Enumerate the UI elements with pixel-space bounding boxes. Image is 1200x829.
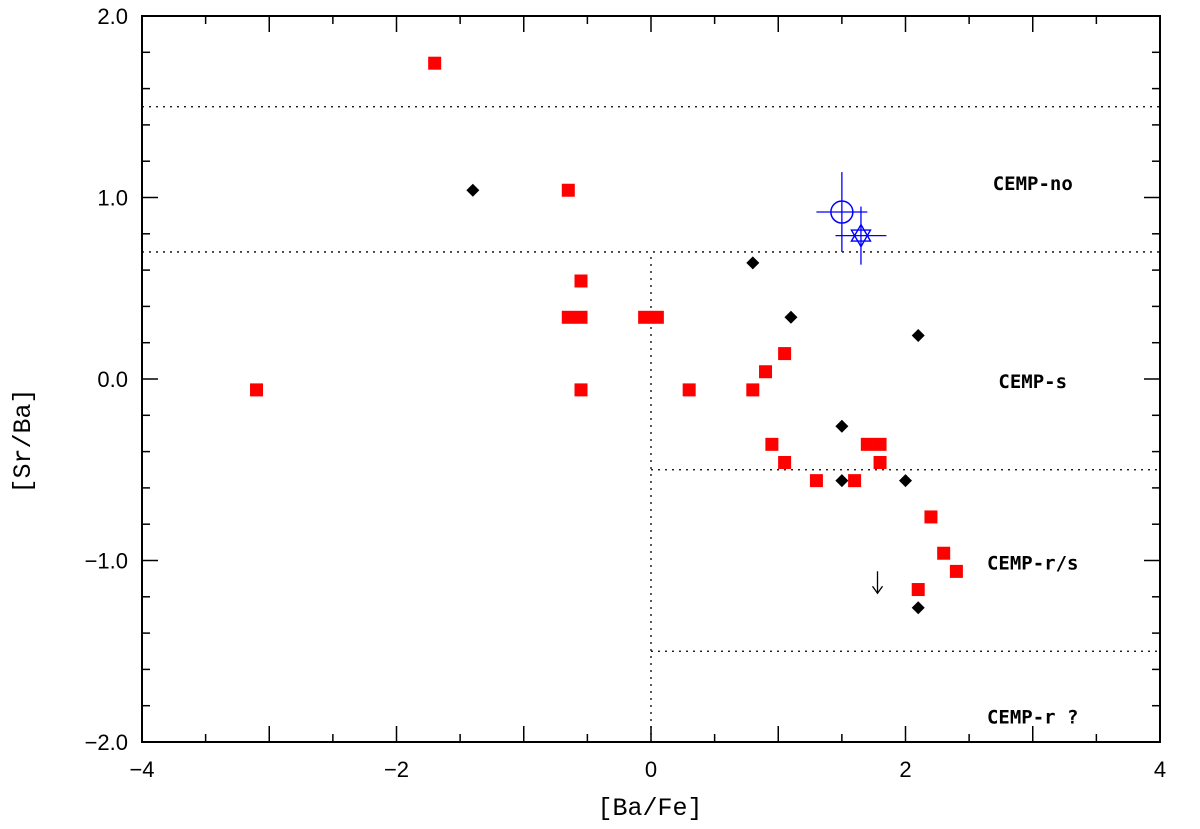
guide-lines — [142, 106, 1160, 742]
y-tick-label: −1.0 — [85, 549, 128, 574]
y-tick-label: 0.0 — [97, 367, 128, 392]
y-axis-label: [Sr/Ba] — [9, 388, 38, 493]
black-diamond-point — [466, 183, 480, 197]
region-label: CEMP-no — [993, 173, 1073, 195]
red-square-point — [561, 183, 575, 197]
region-label: CEMP-r/s — [987, 552, 1079, 574]
red-square-point — [937, 546, 951, 560]
blue-circle-point — [830, 200, 854, 224]
region-labels: CEMP-no CEMP-s CEMP-r/s CEMP-r ? — [987, 173, 1079, 729]
red-square-point — [809, 474, 823, 488]
x-tick-label: −2 — [384, 757, 409, 782]
red-square-point — [682, 383, 696, 397]
x-tick-label: 4 — [1154, 757, 1166, 782]
red-square-point — [778, 455, 792, 469]
black-diamond-point — [746, 256, 760, 270]
red-square-point — [650, 310, 664, 324]
black-diamond-point — [784, 310, 798, 324]
y-tick-label: 2.0 — [97, 4, 128, 29]
region-label: CEMP-s — [998, 371, 1067, 393]
y-tick-label: 1.0 — [97, 186, 128, 211]
black-diamond-point — [899, 474, 912, 488]
axis-labels: [Ba/Fe] [Sr/Ba] — [9, 388, 703, 823]
red-square-point — [911, 583, 925, 597]
region-label: CEMP-r ? — [987, 707, 1079, 729]
red-square-point — [778, 347, 792, 361]
red-square-point — [873, 437, 887, 451]
black-diamond-point — [835, 419, 849, 433]
red-square-point — [574, 310, 588, 324]
red-square-point — [759, 365, 773, 379]
blue-star-point-down — [850, 229, 872, 248]
x-tick-label: 2 — [899, 757, 911, 782]
y-tick-label: −2.0 — [85, 730, 128, 755]
red-square-point — [873, 455, 887, 469]
red-square-point — [638, 310, 652, 324]
red-square-point — [574, 274, 588, 288]
x-tick-label: −4 — [129, 757, 154, 782]
black-diamond-point — [911, 328, 925, 342]
black-diamond-point — [835, 474, 849, 488]
red-square-point — [848, 474, 862, 488]
red-square-point — [574, 383, 588, 397]
red-square-point — [746, 383, 760, 397]
red-square-point — [924, 510, 938, 524]
red-square-point — [250, 383, 264, 397]
upper-limit-arrow-head — [871, 585, 884, 595]
red-square-point — [949, 564, 963, 578]
x-tick-label: 0 — [645, 757, 657, 782]
black-diamond-point — [911, 601, 925, 615]
red-square-point — [860, 437, 874, 451]
red-square-point — [765, 437, 779, 451]
axis-ticks: −4 −2 0 2 4 −2.0 −1.0 0.0 1.0 2.0 — [85, 4, 1167, 782]
x-axis-label: [Ba/Fe] — [597, 794, 702, 823]
data-marks — [250, 56, 963, 615]
red-square-point — [428, 56, 442, 70]
blue-star-point-up — [850, 223, 872, 242]
red-square-point — [561, 310, 575, 324]
